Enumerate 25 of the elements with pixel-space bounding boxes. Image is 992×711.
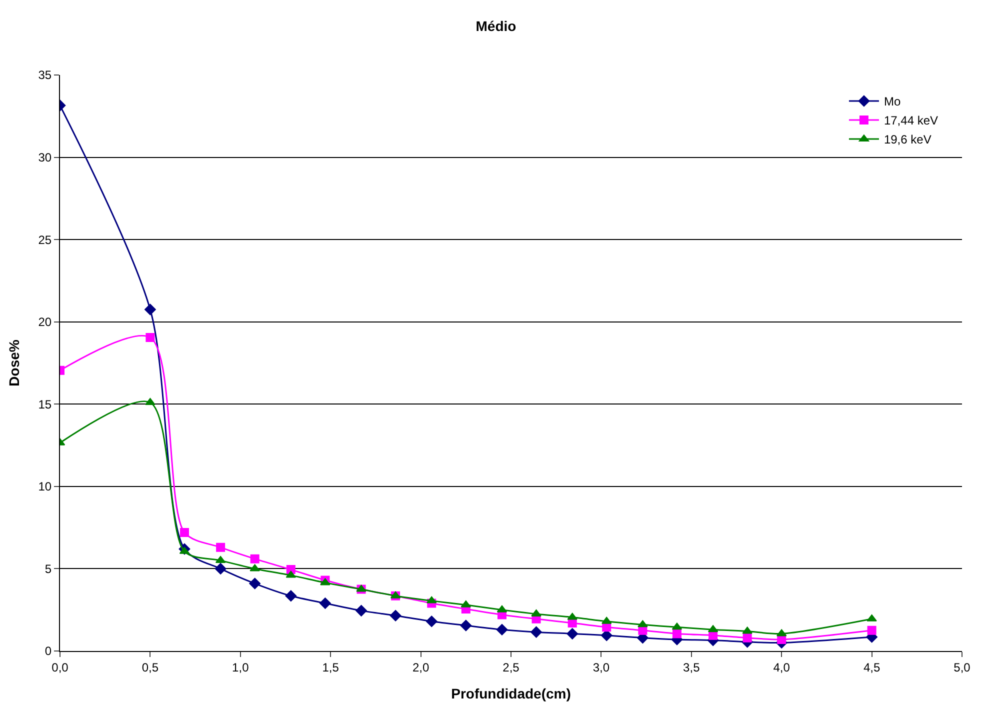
x-tick-label: 4,5 [863, 660, 880, 674]
y-tick-label: 5 [44, 562, 52, 576]
x-tick-label: 1,0 [232, 660, 250, 674]
y-tick-label: 10 [38, 480, 52, 494]
x-axis-title: Profundidade(cm) [451, 686, 571, 702]
y-axis-title: Dose% [6, 339, 22, 386]
y-tick-label: 15 [38, 397, 52, 412]
y-tick-label: 20 [38, 315, 52, 330]
x-tick-label: 1,5 [322, 660, 340, 674]
chart-title: Médio [476, 18, 516, 34]
y-tick-label: 0 [44, 644, 52, 658]
legend-label: Mo [884, 94, 901, 109]
x-tick-label: 5,0 [954, 660, 971, 674]
x-tick-label: 0,0 [52, 660, 69, 674]
y-tick-label: 30 [38, 150, 52, 164]
y-tick-label: 25 [38, 232, 52, 247]
x-tick-label: 2,0 [412, 660, 430, 674]
legend-label: 17,44 keV [884, 114, 938, 128]
legend-label: 19,6 keV [884, 132, 932, 147]
y-tick-label: 35 [38, 68, 52, 82]
x-tick-label: 0,5 [142, 660, 159, 674]
x-tick-label: 4,0 [773, 660, 790, 674]
x-tick-label: 3,0 [592, 660, 610, 674]
x-tick-label: 3,5 [683, 660, 700, 674]
x-tick-label: 2,5 [502, 660, 520, 674]
